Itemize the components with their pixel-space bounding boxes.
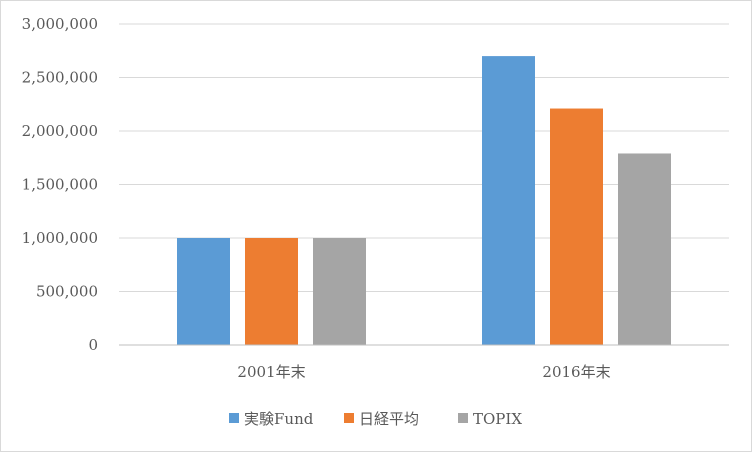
bar-1-2 (482, 56, 535, 345)
x-axis-ticks: 2001年末 2016年末 (237, 363, 610, 381)
legend-swatch (229, 413, 239, 423)
bar-3-1 (313, 238, 366, 345)
y-tick-label: 500,000 (36, 283, 98, 301)
legend-label: 実験Fund (244, 410, 314, 428)
bar-3-2 (618, 153, 671, 345)
y-tick-label: 1,500,000 (22, 176, 98, 194)
y-tick-label: 1,000,000 (22, 229, 98, 247)
y-tick-label: 0 (88, 336, 98, 354)
y-axis-ticks: 0 500,000 1,000,000 1,500,000 2,000,000 2,500… (22, 15, 98, 354)
legend-label: 日経平均 (359, 410, 419, 428)
bar-2-1 (245, 238, 298, 345)
legend-swatch (458, 413, 468, 423)
bar-2-2 (550, 108, 603, 345)
bar-1-1 (177, 238, 230, 345)
y-tick-label: 2,500,000 (22, 69, 98, 87)
x-tick-label: 2016年末 (542, 363, 610, 381)
legend: 実験Fund 日経平均 TOPIX (229, 410, 522, 428)
legend-label: TOPIX (473, 410, 522, 428)
legend-swatch (344, 413, 354, 423)
y-tick-label: 2,000,000 (22, 122, 98, 140)
bars (177, 56, 671, 345)
y-tick-label: 3,000,000 (22, 15, 98, 33)
x-tick-label: 2001年末 (237, 363, 305, 381)
